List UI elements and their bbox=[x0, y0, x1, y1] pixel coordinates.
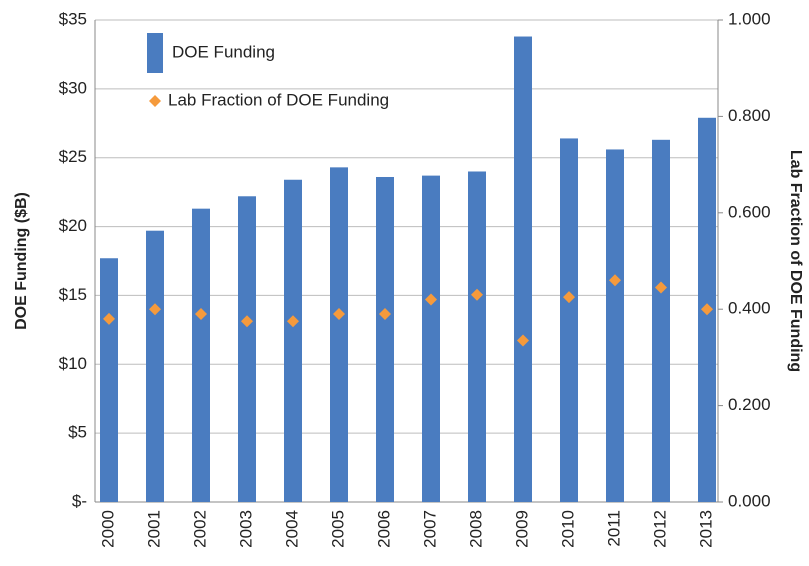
y-tick-label: $20 bbox=[59, 216, 87, 235]
y-tick-label: $35 bbox=[59, 9, 87, 28]
x-tick-label: 2012 bbox=[650, 510, 669, 548]
y-tick-label: $10 bbox=[59, 354, 87, 373]
bar bbox=[560, 138, 578, 503]
x-tick-label: 2002 bbox=[190, 510, 209, 548]
bar bbox=[146, 230, 164, 502]
x-tick-label: 2011 bbox=[604, 510, 623, 547]
marker bbox=[379, 308, 391, 321]
y2-tick-label: 0.200 bbox=[728, 395, 771, 414]
y-tick-label: $5 bbox=[68, 423, 87, 442]
y-tick-label: $25 bbox=[59, 147, 87, 166]
bar bbox=[468, 171, 486, 502]
marker bbox=[701, 303, 713, 316]
x-tick-label: 2006 bbox=[374, 510, 393, 548]
x-tick-label: 2013 bbox=[696, 510, 715, 548]
x-tick-label: 2004 bbox=[282, 510, 301, 548]
legend-swatch bbox=[147, 33, 163, 73]
bar bbox=[652, 139, 670, 502]
marker bbox=[563, 291, 575, 304]
bar bbox=[422, 175, 440, 503]
x-tick-label: 2010 bbox=[558, 510, 577, 548]
y2-tick-label: 0.800 bbox=[728, 106, 771, 125]
bar bbox=[238, 196, 256, 502]
y-tick-label: $30 bbox=[59, 78, 87, 97]
x-tick-label: 2003 bbox=[236, 510, 255, 548]
marker bbox=[287, 315, 299, 328]
y2-tick-label: 0.400 bbox=[728, 299, 771, 318]
y2-tick-label: 1.000 bbox=[728, 9, 771, 28]
bar bbox=[514, 36, 532, 502]
marker bbox=[241, 315, 253, 328]
legend-swatch bbox=[149, 95, 161, 107]
x-tick-label: 2008 bbox=[466, 510, 485, 548]
marker bbox=[471, 288, 483, 301]
marker bbox=[609, 274, 621, 287]
marker bbox=[195, 308, 207, 321]
x-tick-label: 2009 bbox=[512, 510, 531, 548]
marker bbox=[425, 293, 437, 306]
marker bbox=[655, 281, 667, 294]
marker bbox=[103, 312, 115, 325]
legend-label: DOE Funding bbox=[172, 42, 275, 61]
bar bbox=[330, 167, 348, 502]
y2-axis-title: Lab Fraction of DOE Funding bbox=[787, 150, 804, 372]
legend-label: Lab Fraction of DOE Funding bbox=[168, 90, 389, 109]
marker bbox=[517, 334, 529, 347]
marker bbox=[149, 303, 161, 316]
x-tick-label: 2007 bbox=[420, 510, 439, 548]
y-tick-label: $- bbox=[72, 491, 87, 510]
bar bbox=[606, 149, 624, 503]
marker bbox=[333, 308, 345, 321]
y2-tick-label: 0.000 bbox=[728, 491, 771, 510]
bar bbox=[284, 179, 302, 502]
y-tick-label: $15 bbox=[59, 285, 87, 304]
bar bbox=[192, 208, 210, 502]
x-tick-label: 2000 bbox=[98, 510, 117, 548]
bar bbox=[376, 176, 394, 502]
x-tick-label: 2001 bbox=[144, 510, 163, 548]
x-tick-label: 2005 bbox=[328, 510, 347, 548]
y2-tick-label: 0.600 bbox=[728, 202, 771, 221]
bar bbox=[100, 258, 118, 502]
y-axis-title: DOE Funding ($B) bbox=[13, 192, 30, 330]
